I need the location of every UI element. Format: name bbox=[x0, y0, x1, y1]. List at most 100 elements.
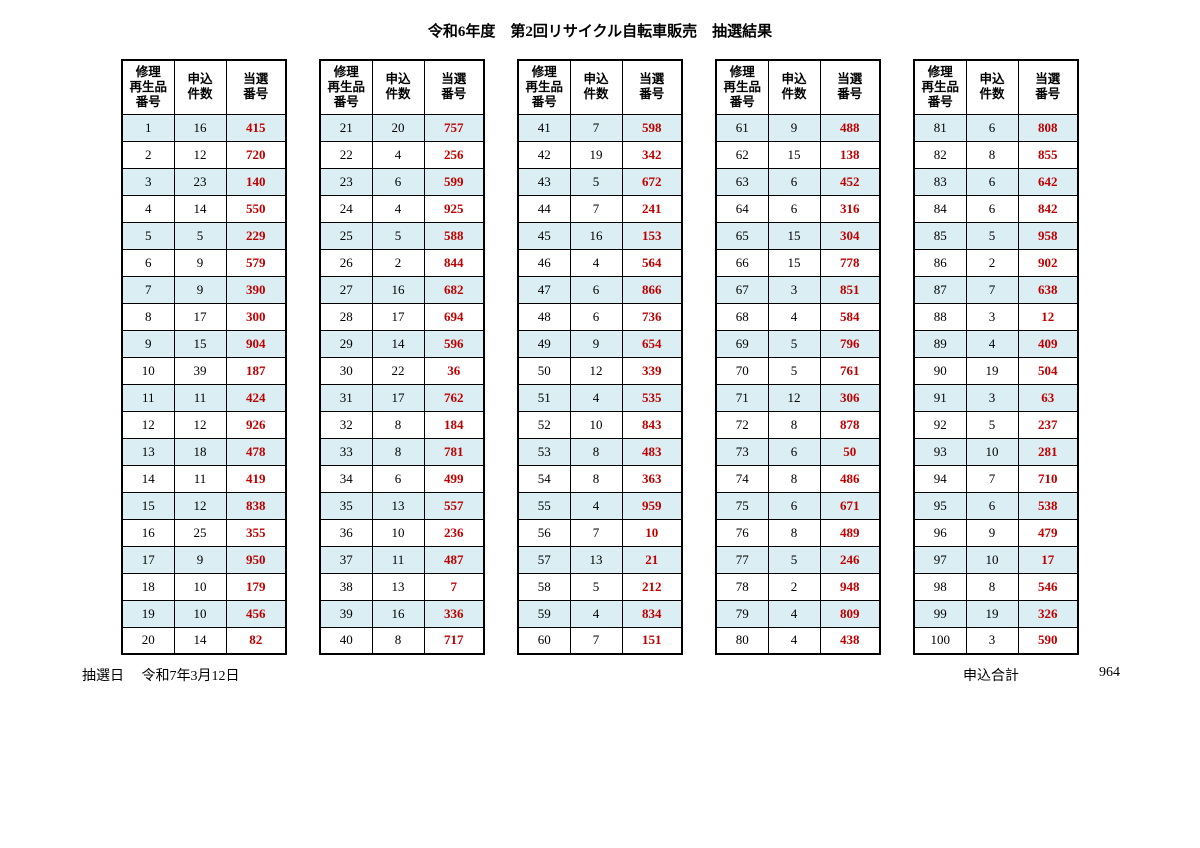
table-row: 212720 bbox=[122, 141, 286, 168]
item-number: 91 bbox=[914, 384, 966, 411]
table-row: 768489 bbox=[716, 519, 880, 546]
lottery-table-1: 修理再生品番号申込件数当選番号1164152127203231404145505… bbox=[121, 59, 287, 655]
table-row: 224256 bbox=[320, 141, 484, 168]
table-row: 794809 bbox=[716, 600, 880, 627]
item-number: 54 bbox=[518, 465, 570, 492]
winning-number: 588 bbox=[424, 222, 484, 249]
application-count: 3 bbox=[768, 276, 820, 303]
lottery-date: 抽選日 令和7年3月12日 bbox=[82, 665, 254, 685]
table-row: 6615778 bbox=[716, 249, 880, 276]
item-number: 67 bbox=[716, 276, 768, 303]
table-row: 5012339 bbox=[518, 357, 682, 384]
lottery-table-2: 修理再生品番号申込件数当選番号2120757224256236599244925… bbox=[319, 59, 485, 655]
table-row: 2120757 bbox=[320, 114, 484, 141]
date-value: 令和7年3月12日 bbox=[142, 669, 240, 684]
winning-number: 878 bbox=[820, 411, 880, 438]
item-number: 76 bbox=[716, 519, 768, 546]
application-count: 8 bbox=[372, 627, 424, 654]
item-number: 58 bbox=[518, 573, 570, 600]
item-number: 22 bbox=[320, 141, 372, 168]
table-row: 3711487 bbox=[320, 546, 484, 573]
application-count: 7 bbox=[570, 195, 622, 222]
application-count: 12 bbox=[768, 384, 820, 411]
application-count: 4 bbox=[768, 627, 820, 654]
winning-number: 342 bbox=[622, 141, 682, 168]
application-count: 6 bbox=[372, 465, 424, 492]
winning-number: 184 bbox=[424, 411, 484, 438]
application-count: 7 bbox=[966, 465, 1018, 492]
winning-number: 487 bbox=[424, 546, 484, 573]
application-count: 17 bbox=[174, 303, 226, 330]
item-number: 87 bbox=[914, 276, 966, 303]
table-row: 816808 bbox=[914, 114, 1078, 141]
winning-number: 415 bbox=[226, 114, 286, 141]
table-row: 346499 bbox=[320, 465, 484, 492]
item-number: 89 bbox=[914, 330, 966, 357]
table-row: 846842 bbox=[914, 195, 1078, 222]
table-row: 255588 bbox=[320, 222, 484, 249]
winning-number: 809 bbox=[820, 600, 880, 627]
table-row: 775246 bbox=[716, 546, 880, 573]
item-number: 48 bbox=[518, 303, 570, 330]
winning-number: 950 bbox=[226, 546, 286, 573]
table-row: 486736 bbox=[518, 303, 682, 330]
application-count: 6 bbox=[768, 492, 820, 519]
winning-number: 390 bbox=[226, 276, 286, 303]
winning-number: 638 bbox=[1018, 276, 1078, 303]
winning-number: 851 bbox=[820, 276, 880, 303]
application-count: 15 bbox=[768, 249, 820, 276]
item-number: 71 bbox=[716, 384, 768, 411]
application-count: 9 bbox=[966, 519, 1018, 546]
item-number: 17 bbox=[122, 546, 174, 573]
item-number: 72 bbox=[716, 411, 768, 438]
table-row: 1039187 bbox=[122, 357, 286, 384]
table-row: 236599 bbox=[320, 168, 484, 195]
item-number: 29 bbox=[320, 330, 372, 357]
item-number: 44 bbox=[518, 195, 570, 222]
application-count: 15 bbox=[768, 222, 820, 249]
winning-number: 762 bbox=[424, 384, 484, 411]
winning-number: 452 bbox=[820, 168, 880, 195]
table-row: 836642 bbox=[914, 168, 1078, 195]
application-count: 2 bbox=[372, 249, 424, 276]
winning-number: 304 bbox=[820, 222, 880, 249]
table-header: 修理再生品番号 bbox=[716, 60, 768, 114]
table-header: 当選番号 bbox=[820, 60, 880, 114]
winning-number: 306 bbox=[820, 384, 880, 411]
application-count: 19 bbox=[966, 357, 1018, 384]
table-row: 514535 bbox=[518, 384, 682, 411]
table-header: 当選番号 bbox=[1018, 60, 1078, 114]
table-row: 1910456 bbox=[122, 600, 286, 627]
table-row: 1411419 bbox=[122, 465, 286, 492]
winning-number: 478 bbox=[226, 438, 286, 465]
application-count: 14 bbox=[174, 195, 226, 222]
winning-number: 12 bbox=[1018, 303, 1078, 330]
item-number: 19 bbox=[122, 600, 174, 627]
winning-number: 590 bbox=[1018, 627, 1078, 654]
table-row: 636452 bbox=[716, 168, 880, 195]
application-count: 8 bbox=[372, 411, 424, 438]
item-number: 47 bbox=[518, 276, 570, 303]
table-row: 323140 bbox=[122, 168, 286, 195]
winning-number: 736 bbox=[622, 303, 682, 330]
application-count: 12 bbox=[570, 357, 622, 384]
table-row: 646316 bbox=[716, 195, 880, 222]
table-row: 69579 bbox=[122, 249, 286, 276]
table-row: 1318478 bbox=[122, 438, 286, 465]
application-count: 19 bbox=[966, 600, 1018, 627]
winning-number: 486 bbox=[820, 465, 880, 492]
table-header: 申込件数 bbox=[966, 60, 1018, 114]
application-count: 9 bbox=[570, 330, 622, 357]
winning-number: 237 bbox=[1018, 411, 1078, 438]
application-count: 5 bbox=[966, 222, 1018, 249]
total-label: 申込合計 bbox=[963, 665, 1019, 685]
item-number: 75 bbox=[716, 492, 768, 519]
winning-number: 316 bbox=[820, 195, 880, 222]
winning-number: 757 bbox=[424, 114, 484, 141]
item-number: 81 bbox=[914, 114, 966, 141]
table-row: 673851 bbox=[716, 276, 880, 303]
application-count: 13 bbox=[372, 573, 424, 600]
item-number: 15 bbox=[122, 492, 174, 519]
winning-number: 596 bbox=[424, 330, 484, 357]
application-count: 39 bbox=[174, 357, 226, 384]
